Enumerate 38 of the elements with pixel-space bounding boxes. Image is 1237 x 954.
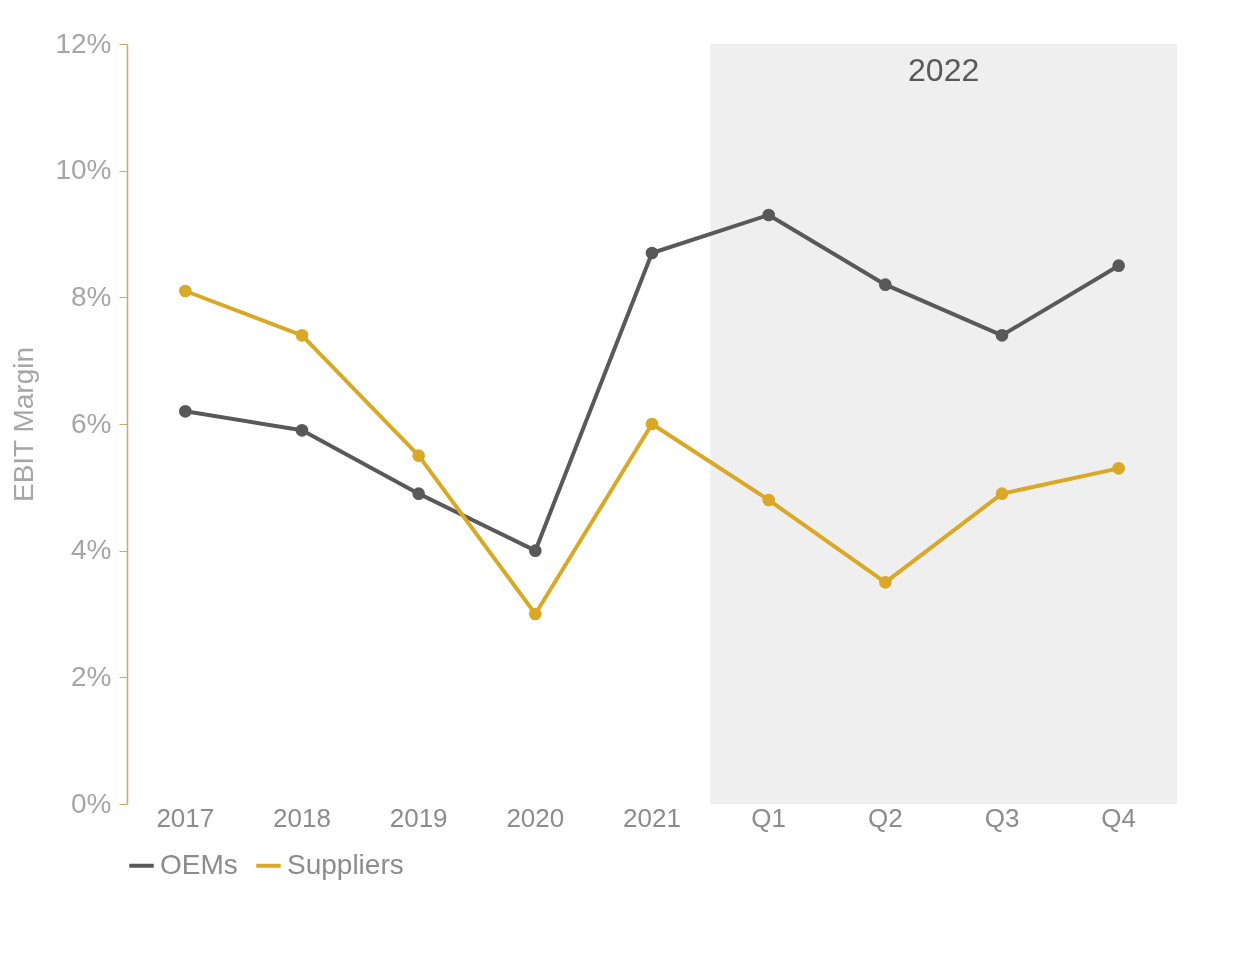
x-tick-label: Q3 bbox=[984, 802, 1020, 833]
band-label: 2022 bbox=[908, 52, 980, 88]
y-tick-label: 6% bbox=[71, 407, 112, 439]
y-tick-label: 0% bbox=[71, 787, 112, 819]
y-tick-label: 12% bbox=[55, 27, 112, 59]
point bbox=[1112, 462, 1125, 475]
point bbox=[529, 544, 542, 557]
x-tick-label: Q1 bbox=[751, 802, 787, 833]
point bbox=[879, 576, 892, 589]
x-tick-label: 2018 bbox=[273, 802, 331, 833]
y-axis-title: EBIT Margin bbox=[8, 346, 40, 503]
point bbox=[179, 405, 192, 418]
x-tick-label: 2021 bbox=[623, 802, 681, 833]
y-tick-label: 10% bbox=[55, 154, 112, 186]
point bbox=[295, 329, 309, 342]
point bbox=[879, 278, 892, 291]
point bbox=[762, 208, 775, 222]
point bbox=[762, 493, 775, 507]
point bbox=[645, 417, 659, 431]
y-tick-label: 4% bbox=[71, 534, 112, 566]
y-tick-label: 8% bbox=[71, 280, 112, 312]
point bbox=[179, 284, 192, 298]
point bbox=[645, 246, 659, 260]
x-tick-label: 2020 bbox=[506, 802, 565, 833]
x-tick-label: Q2 bbox=[867, 802, 903, 833]
point bbox=[295, 424, 309, 437]
x-tick-label: 2019 bbox=[389, 802, 448, 833]
point bbox=[412, 487, 425, 500]
y-tick-label: 2% bbox=[71, 660, 112, 692]
point bbox=[1112, 259, 1125, 272]
point bbox=[412, 449, 425, 462]
point bbox=[529, 607, 542, 621]
legend-label: Suppliers bbox=[287, 848, 404, 880]
point bbox=[995, 329, 1009, 342]
x-tick-label: Q4 bbox=[1101, 802, 1137, 833]
x-tick-label: 2017 bbox=[156, 802, 215, 833]
legend-label: OEMs bbox=[160, 848, 238, 880]
point bbox=[995, 487, 1009, 500]
